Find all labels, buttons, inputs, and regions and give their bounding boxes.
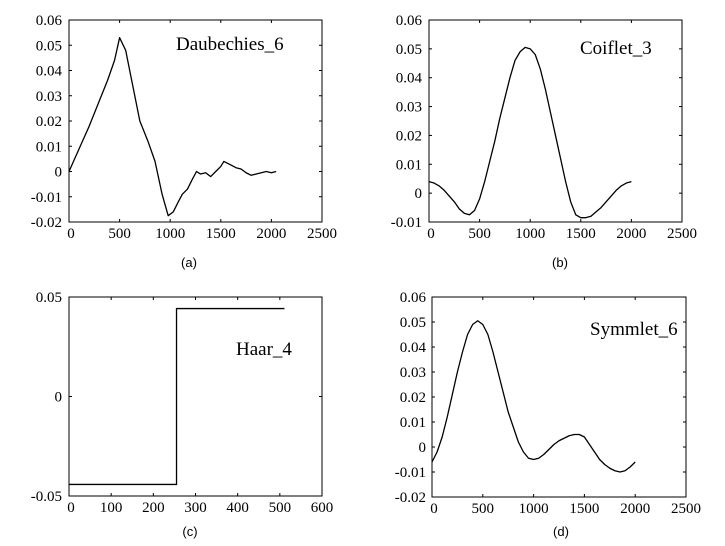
panel-b-y-tick-label: 0.04 [396, 71, 423, 87]
panel-a-y-tick-label: -0.01 [31, 190, 62, 206]
panel-b-x-tick-label: 2500 [667, 226, 697, 242]
panel-b-frame [428, 19, 683, 223]
panel-c-x-tick-label: 100 [100, 500, 123, 516]
panel-b-y-tick-label: 0.02 [396, 128, 422, 144]
panel-c-y-tick-label: 0 [55, 390, 63, 406]
panel-a-y-tick-label: 0.01 [36, 139, 62, 155]
panel-b: 0 500 1000 1500 2000 2500 -0.01 0 0.01 0.02 0.03 0… [391, 13, 697, 270]
panel-b-y-tick-label: 0.06 [396, 13, 423, 29]
panel-d-x-tick-label: 1000 [519, 501, 549, 517]
panel-c-caption: (c) [182, 524, 197, 539]
panel-c-wavelet-name: Haar_4 [236, 339, 292, 360]
panel-b-y-ticks: -0.01 0 0.01 0.02 0.03 0.04 0.05 0.06 [391, 13, 682, 231]
panel-b-wavelet-name: Coiflet_3 [580, 38, 652, 59]
panel-b-x-tick-label: 2000 [616, 226, 646, 242]
panel-c-curve [69, 307, 285, 486]
panel-b-y-tick-label: 0.03 [396, 100, 422, 116]
panel-a-x-tick-label: 2000 [256, 226, 286, 242]
panel-a-y-tick-label: 0.02 [36, 114, 62, 130]
panel-c-x-tick-label: 300 [184, 500, 207, 516]
panel-a-y-tick-label: 0.05 [36, 38, 62, 54]
panel-b-x-tick-label: 1500 [566, 226, 596, 242]
panel-b-y-tick-label: 0.05 [396, 42, 422, 58]
panel-b-y-tick-label: 0 [415, 186, 423, 202]
panel-c-y-tick-label: 0.05 [36, 290, 62, 306]
panel-d-y-tick-label: 0 [419, 440, 427, 456]
panel-d-y-tick-label: -0.01 [395, 465, 426, 481]
panel-d-x-tick-label: 2500 [671, 501, 701, 517]
panel-d-y-tick-label: 0.05 [400, 315, 426, 331]
panel-d: 0 500 1000 1500 2000 2500 -0.02 -0.01 0 0.01 0.02… [395, 290, 701, 539]
panel-a-x-tick-label: 500 [108, 226, 131, 242]
panel-d-x-tick-label: 1500 [569, 501, 599, 517]
panel-c: 0 100 200 300 400 500 600 -0.05 0 0.05 Haar_4 (c… [31, 290, 334, 539]
panel-a: 0 500 1000 1500 2000 2500 -0.02 -0.01 0 0.01 0.02… [31, 13, 337, 270]
panel-a-x-tick-label: 1000 [155, 226, 185, 242]
panel-c-x-tick-label: 200 [142, 500, 165, 516]
panel-b-x-tick-label: 1000 [515, 226, 545, 242]
panel-d-x-tick-label: 500 [472, 501, 495, 517]
panel-d-y-tick-label: 0.01 [400, 415, 426, 431]
panel-a-y-tick-label: -0.02 [31, 215, 62, 231]
panel-c-x-tick-label: 500 [269, 500, 292, 516]
panel-d-y-tick-label: 0.02 [400, 390, 426, 406]
panel-d-y-tick-label: 0.03 [400, 365, 426, 381]
panel-b-x-tick-label: 500 [468, 226, 491, 242]
panel-b-x-tick-label: 0 [427, 226, 435, 242]
panel-a-x-tick-label: 1500 [206, 226, 236, 242]
panel-b-y-tick-label: 0.01 [396, 157, 422, 173]
panel-c-y-ticks: -0.05 0 0.05 [31, 290, 322, 505]
panel-d-wavelet-name: Symmlet_6 [590, 319, 678, 340]
panel-d-x-ticks: 0 500 1000 1500 2000 2500 [430, 297, 701, 517]
panel-b-x-ticks: 0 500 1000 1500 2000 2500 [427, 20, 697, 242]
panel-a-y-tick-label: 0.06 [36, 13, 63, 29]
panel-a-x-tick-label: 0 [67, 226, 75, 242]
panel-a-y-tick-label: 0.04 [36, 64, 63, 80]
panel-d-y-ticks: -0.02 -0.01 0 0.01 0.02 0.03 0.04 0.05 0.06 [395, 290, 686, 506]
panel-a-curve [68, 37, 277, 217]
panel-c-x-ticks: 0 100 200 300 400 500 600 [67, 297, 333, 516]
panel-d-curve [431, 320, 636, 473]
panel-c-x-tick-label: 0 [67, 500, 75, 516]
panel-d-x-tick-label: 0 [430, 501, 438, 517]
panel-a-y-tick-label: 0.03 [36, 89, 62, 105]
panel-a-wavelet-name: Daubechies_6 [176, 34, 284, 55]
panel-c-frame [68, 296, 323, 497]
panel-d-caption: (d) [553, 524, 569, 539]
panel-d-x-tick-label: 2000 [620, 501, 650, 517]
panel-b-y-tick-label: -0.01 [391, 215, 422, 231]
panel-a-y-ticks: -0.02 -0.01 0 0.01 0.02 0.03 0.04 0.05 0.06 [31, 13, 322, 231]
panel-a-x-ticks: 0 500 1000 1500 2000 2500 [67, 20, 337, 242]
panel-b-caption: (b) [552, 255, 568, 270]
panel-c-y-tick-label: -0.05 [31, 489, 62, 505]
panel-a-caption: (a) [181, 255, 197, 270]
panel-c-x-tick-label: 600 [311, 500, 334, 516]
panel-d-y-tick-label: 0.06 [400, 290, 427, 306]
panel-b-curve [428, 46, 632, 219]
panel-c-x-tick-label: 400 [226, 500, 249, 516]
panel-a-y-tick-label: 0 [55, 165, 63, 181]
panel-d-y-tick-label: -0.02 [395, 490, 426, 506]
panel-d-y-tick-label: 0.04 [400, 340, 427, 356]
panel-a-x-tick-label: 2500 [307, 226, 337, 242]
